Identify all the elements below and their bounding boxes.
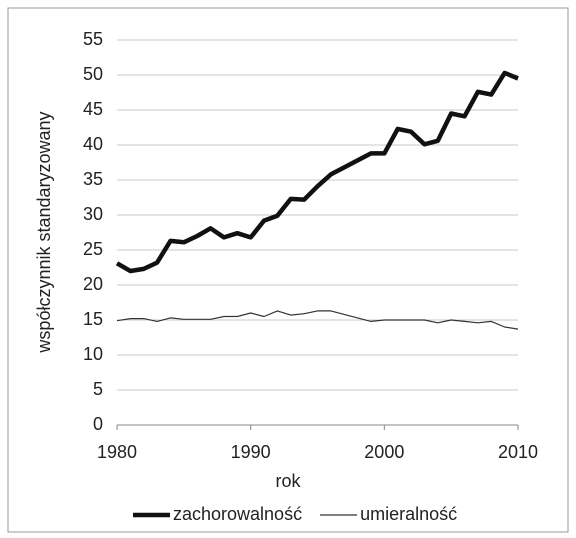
line-series (116, 310, 519, 330)
x-tick-label: 1990 (231, 442, 271, 462)
y-tick-label: 50 (83, 64, 103, 84)
y-tick-label: 20 (83, 274, 103, 294)
y-tick-label: 30 (83, 204, 103, 224)
y-tick-label: 10 (83, 344, 103, 364)
y-tick-label: 35 (83, 169, 103, 189)
y-tick-label: 0 (93, 414, 103, 434)
x-axis-label: rok (275, 471, 301, 491)
legend-label: zachorowalność (173, 504, 302, 524)
y-tick-label: 55 (83, 29, 103, 49)
y-tick-label: 5 (93, 379, 103, 399)
x-tick-label: 2000 (364, 442, 404, 462)
frame (7, 7, 569, 533)
y-tick-label: 25 (83, 239, 103, 259)
legend-label: umieralność (360, 504, 457, 524)
y-axis-label: współczynnik standaryzowany (34, 111, 54, 353)
y-tick-label: 15 (83, 309, 103, 329)
line-series (115, 70, 519, 274)
y-tick-label: 45 (83, 99, 103, 119)
x-tick-label: 1980 (97, 442, 137, 462)
x-tick-label: 2010 (498, 442, 538, 462)
y-tick-label: 40 (83, 134, 103, 154)
